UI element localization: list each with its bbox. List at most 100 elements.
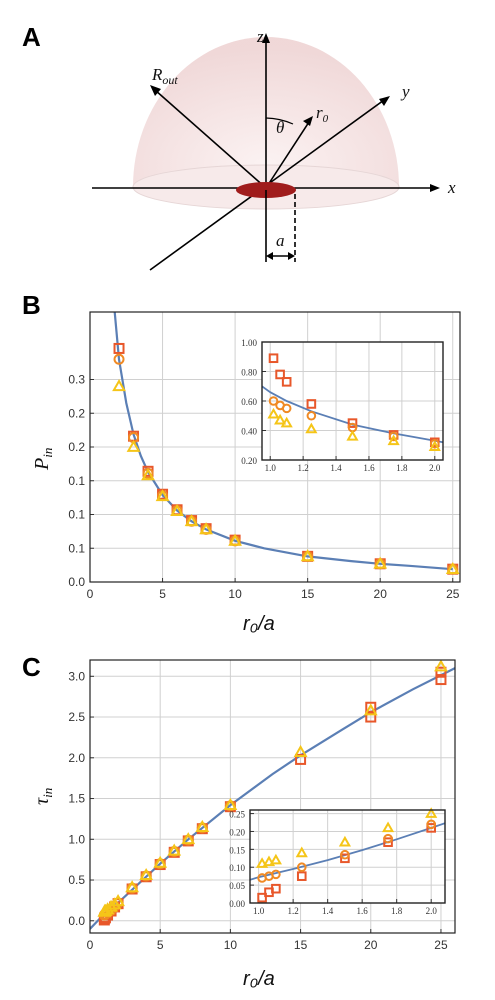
chart-c-ytick-label-2: 1.0	[68, 832, 85, 846]
chart-c-triangle-point-14	[293, 744, 308, 757]
chart-b-ytick-label-4: 0.2	[68, 440, 85, 454]
chart-c-inset-xtick-label-4: 1.8	[391, 906, 403, 916]
chart-c-inset-xtick-label-2: 1.4	[322, 906, 334, 916]
chart-b-inset-circle-point-0	[268, 396, 279, 406]
chart-b-inset-square-point-3	[306, 399, 317, 409]
chart-b-inset-ytick-label-0: 0.20	[241, 456, 257, 466]
chart-c-triangle-point-9	[153, 855, 168, 868]
label-y: y	[400, 82, 410, 101]
chart-b-ytick-label-2: 0.1	[68, 508, 85, 522]
r0-line	[265, 121, 310, 189]
chart-c-inset-ytick-label-4: 0.20	[229, 827, 245, 837]
chart-b-triangle-point-4	[170, 503, 184, 517]
chart-b-xlabel: r₀/a	[243, 613, 275, 635]
chart-b-inset-circle-point-6	[429, 438, 440, 449]
chart-b-xtick-label-3: 15	[301, 587, 315, 601]
chart-b-ylabel: Pin	[31, 448, 55, 471]
chart-b-inset-xtick-label-4: 1.8	[396, 463, 408, 473]
chart-c-inset-triangle-point-4	[338, 835, 352, 847]
panel-label-a: A	[22, 22, 41, 52]
chart-c-ytick-label-5: 2.5	[68, 710, 85, 724]
chart-c-inset-xtick-label-0: 1.0	[253, 906, 265, 916]
chart-c-xtick-label-4: 20	[364, 938, 378, 952]
chart-b-inset-ytick-label-3: 0.80	[241, 368, 257, 378]
chart-c-xtick-label-0: 0	[87, 938, 94, 952]
chart-b-ytick-label-0: 0.0	[68, 575, 85, 589]
label-r0: r0	[316, 103, 329, 125]
chart-c-triangle-point-12	[195, 819, 210, 832]
chart-b-inset-xtick-label-0: 1.0	[265, 463, 277, 473]
label-r-out: Rout	[151, 65, 178, 87]
chart-c-xtick-label-2: 10	[224, 938, 238, 952]
chart-b-inset-ytick-label-4: 1.00	[241, 338, 257, 348]
chart-c-inset-triangle-point-6	[425, 807, 438, 818]
chart-b-triangle-point-1	[126, 439, 141, 452]
chart-c-triangle-point-15	[363, 703, 378, 716]
chart-b-inset-square-point-0	[268, 353, 279, 364]
chart-c-inset-circle-point-4	[340, 849, 350, 860]
chart-c-inset-triangle-point-5	[381, 821, 395, 833]
chart-c-inset-square-point-5	[383, 837, 393, 847]
chart-c-inset-circle-point-2	[271, 869, 281, 880]
chart-c-triangle-point-8	[139, 867, 154, 881]
chart-c-inset-circle-point-5	[383, 833, 393, 844]
chart-b-xtick-label-0: 0	[87, 587, 94, 601]
chart-b-ytick-label-1: 0.1	[68, 541, 85, 555]
chart-c-xtick-label-1: 5	[157, 938, 164, 952]
chart-b-inset-xtick-label-5: 2.0	[429, 463, 441, 473]
chart-c-inset-ytick-label-5: 0.25	[229, 810, 245, 820]
chart-c-inset-frame	[249, 809, 446, 904]
chart-c-xtick-label-3: 15	[294, 938, 308, 952]
chart-c-ytick-label-6: 3.0	[68, 669, 85, 683]
chart-c-triangle-point-13	[223, 797, 238, 810]
chart-c-triangle-point-5	[107, 897, 122, 910]
chart-b-xtick-label-2: 10	[228, 587, 242, 601]
chart-b-inset-ytick-label-2: 0.60	[241, 397, 257, 407]
chart-c-ytick-label-3: 1.5	[68, 792, 85, 806]
chart-b-inset-square-point-2	[281, 377, 292, 387]
chart-c-inset-square-point-4	[340, 853, 350, 864]
chart-c-xlabel: r₀/a	[243, 968, 275, 990]
a-arrow-right-icon	[288, 252, 295, 260]
chart-b-inset-triangle-point-1	[274, 413, 287, 425]
chart-c-inset-xtick-label-1: 1.2	[288, 906, 299, 916]
chart-b-triangle-point-7	[228, 533, 242, 546]
chart-b-triangle-point-3	[155, 489, 170, 502]
chart-c-triangle-point-6	[111, 894, 125, 907]
chart-b-ytick-label-5: 0.2	[68, 406, 85, 420]
chart-b-inset-triangle-point-2	[280, 416, 293, 428]
chart-c-inset-ytick-label-3: 0.15	[229, 845, 245, 855]
chart-c-inset-circle-point-6	[426, 819, 436, 830]
chart-c-inset-xtick-label-3: 1.6	[357, 906, 369, 916]
chart-b-triangle-point-8	[300, 549, 315, 562]
z-arrow-icon	[262, 33, 270, 43]
chart-b-fit-curve	[113, 312, 453, 571]
chart-b-square-point-0	[113, 342, 125, 354]
chart-b-inset-triangle-point-3	[305, 422, 318, 434]
chart-b-inset-xtick-label-2: 1.4	[330, 463, 342, 473]
a-arrow-left-icon	[266, 252, 273, 260]
chart-c-inset-xtick-label-5: 2.0	[426, 906, 438, 916]
chart-b-inset-ytick-label-1: 0.40	[241, 427, 257, 437]
chart-b-triangle-point-5	[184, 514, 199, 527]
chart-c-xtick-label-5: 25	[434, 938, 448, 952]
chart-b-inset-fit-curve	[262, 385, 443, 444]
chart-c-ytick-label-1: 0.5	[68, 873, 85, 887]
chart-c-triangle-point-4	[104, 899, 118, 912]
chart-c-ytick-label-4: 2.0	[68, 751, 85, 765]
chart-c-square-point-14	[295, 753, 307, 765]
chart-b-xtick-label-4: 20	[374, 587, 388, 601]
chart-b-xtick-label-1: 5	[159, 587, 166, 601]
chart-c-triangle-point-16	[434, 659, 448, 672]
chart-b: 0 5 10 15 20 25 0.0 0.1 0.1 0.1 0.2 0.2 0.3 1.0 1.2 1.4…	[31, 311, 461, 635]
chart-b-ytick-label-6: 0.3	[68, 373, 85, 387]
chart-b-xtick-label-5: 25	[446, 587, 460, 601]
chart-c-inset-square-point-0	[257, 892, 267, 903]
chart-b-frame	[89, 311, 461, 583]
panel-label-c: C	[22, 652, 41, 682]
chart-b-ytick-label-3: 0.1	[68, 474, 85, 488]
label-a: a	[276, 231, 285, 250]
chart-c-inset-ytick-label-0: 0.00	[229, 899, 245, 909]
chart-c-triangle-point-10	[167, 843, 182, 856]
chart-b-triangle-point-2	[141, 468, 155, 481]
